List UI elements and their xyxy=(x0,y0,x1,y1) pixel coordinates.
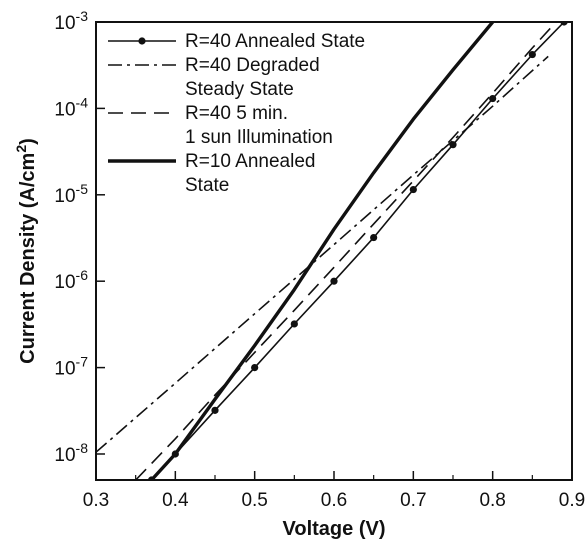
data-point xyxy=(330,277,338,285)
y-tick-label: 10-8 xyxy=(54,440,88,466)
legend-marker xyxy=(138,37,146,45)
legend-label: R=40 Annealed State xyxy=(185,31,365,52)
legend: R=40 Annealed State R=40 Degraded Steady S… xyxy=(108,31,365,196)
data-point xyxy=(370,233,378,242)
legend-label: R=10 Annealed xyxy=(185,151,315,172)
x-tick-label: 0.3 xyxy=(83,490,109,511)
y-tick-label: 10-5 xyxy=(54,181,88,207)
legend-label: State xyxy=(185,175,229,196)
data-point xyxy=(528,50,536,59)
y-tick-label: 10-6 xyxy=(54,267,88,293)
data-point xyxy=(251,363,259,372)
data-point xyxy=(290,320,298,328)
y-tick-label: 10-4 xyxy=(54,94,88,120)
x-tick-label: 0.4 xyxy=(162,490,189,511)
x-tick-label: 0.8 xyxy=(479,490,505,511)
data-point xyxy=(489,94,497,103)
x-axis-title: Voltage (V) xyxy=(283,518,386,540)
x-tick-label: 0.7 xyxy=(400,490,426,511)
axis-ticks: 0.3 0.4 0.5 0.6 0.7 0.8 0.9 10-8 10-7 10-6 10-5 10-… xyxy=(54,8,585,511)
y-tick-label: 10-7 xyxy=(54,354,88,380)
series-line-1 xyxy=(150,22,565,480)
x-tick-label: 0.5 xyxy=(241,490,267,511)
series-line-2 xyxy=(96,55,549,453)
x-tick-label: 0.9 xyxy=(559,490,585,511)
legend-label: Steady State xyxy=(185,79,294,100)
legend-label: R=40 Degraded xyxy=(185,55,320,76)
series-lines xyxy=(96,22,568,480)
data-point xyxy=(211,406,219,414)
y-axis-title: Current Density (A/cm2) xyxy=(13,138,39,364)
legend-label: R=40 5 min. xyxy=(185,103,288,124)
series-line-3 xyxy=(135,22,557,480)
series-line-4 xyxy=(150,22,495,480)
legend-label: 1 sun Illumination xyxy=(185,127,333,148)
x-tick-label: 0.6 xyxy=(321,490,347,511)
y-tick-label: 10-3 xyxy=(54,8,88,34)
data-point xyxy=(409,185,417,194)
